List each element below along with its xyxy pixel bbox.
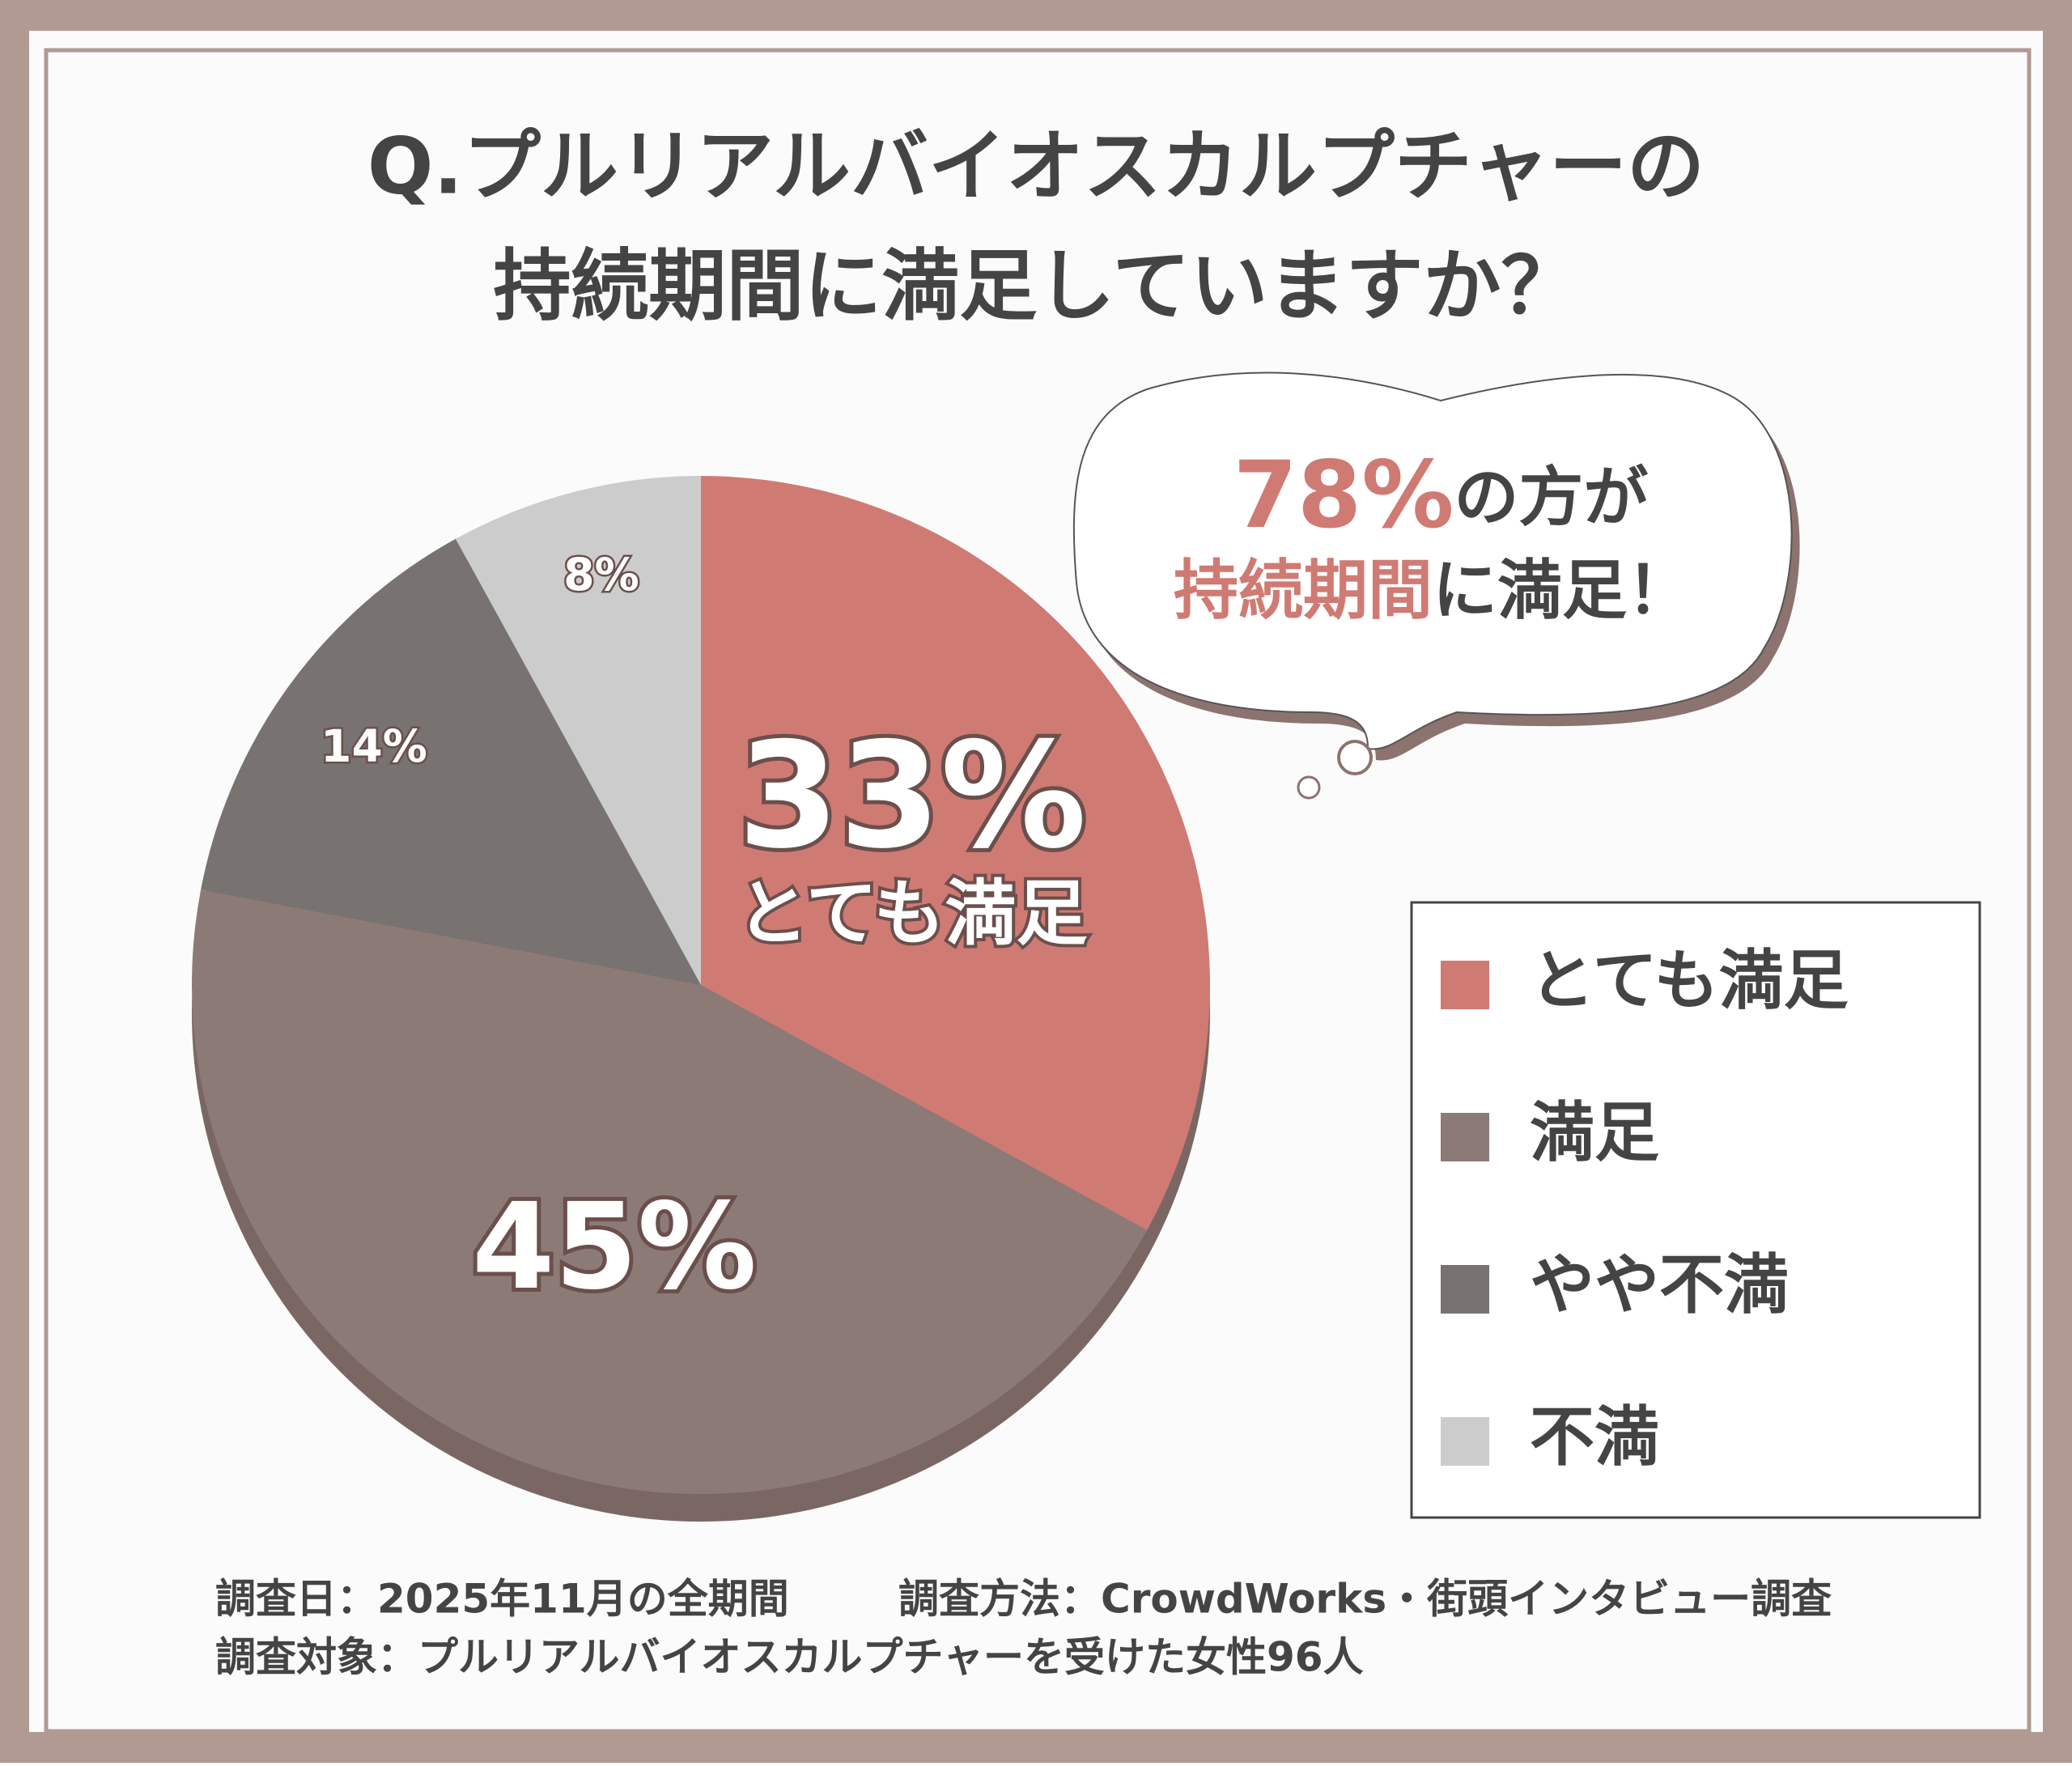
legend-swatch: [1441, 961, 1489, 1009]
pie-slice: [701, 476, 1210, 1231]
legend-swatch: [1441, 1265, 1489, 1314]
callout-text: 78%の方が: [1233, 441, 1649, 549]
legend-swatch: [1441, 1417, 1489, 1466]
callout-highlight: 持続期間: [1174, 553, 1433, 628]
callout-rest: に満足！: [1433, 553, 1692, 628]
footnote: 調査方法：CrowdWorks・街頭インタビュー調査: [898, 1576, 1832, 1623]
chart-title: 持続期間に満足していますか？: [493, 240, 1578, 331]
footnote: 調査対象：プルリアルバイオスカルプチャーを受けた女性96人: [215, 1634, 1364, 1681]
data-label-category: とても満足: [737, 872, 1088, 955]
legend-label: 不満: [1530, 1399, 1659, 1475]
callout-dot: [1297, 775, 1321, 800]
callout-dot: [1337, 740, 1373, 775]
data-label: 33%: [738, 711, 1087, 881]
callout-text: 持続期間に満足！: [1174, 553, 1692, 628]
pie-slice: [192, 889, 1148, 1494]
legend-swatch: [1441, 1113, 1489, 1161]
legend-box: [1410, 901, 1981, 1519]
legend-label: 満足: [1530, 1095, 1659, 1170]
data-label: 45%: [472, 1178, 757, 1316]
callout: 78%の方が 持続期間に満足！: [1072, 371, 1800, 800]
pie-slice: [201, 538, 701, 985]
footnote: 調査日：2025年11月の全期間: [215, 1576, 789, 1623]
legend-label: やや不満: [1530, 1247, 1789, 1322]
pie-slice: [455, 476, 701, 985]
frame: [44, 48, 2032, 1734]
chart-title: Q.プルリアルバイオスカルプチャーの: [367, 121, 1705, 211]
data-label: 14%: [321, 720, 427, 772]
data-label: 8%: [563, 549, 639, 601]
callout-rest: の方が: [1454, 460, 1648, 535]
legend-label: とても満足: [1530, 943, 1849, 1018]
callout-highlight: 78%: [1233, 441, 1454, 549]
callout-bubble: [1072, 371, 1793, 750]
